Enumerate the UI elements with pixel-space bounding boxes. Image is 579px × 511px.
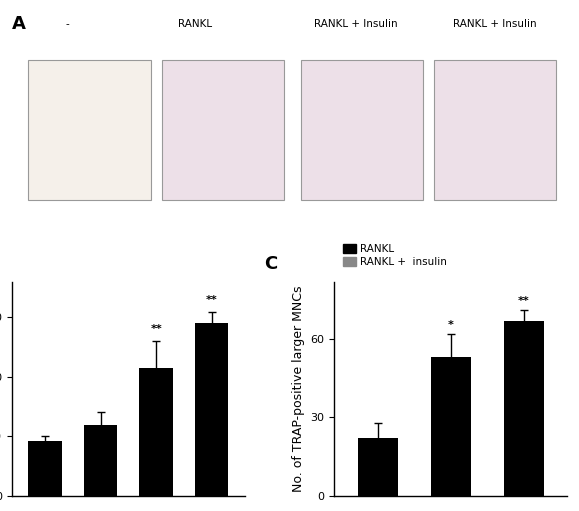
Text: **: ** xyxy=(518,296,530,307)
Bar xyxy=(431,357,471,496)
Text: RANKL: RANKL xyxy=(178,19,212,29)
FancyBboxPatch shape xyxy=(162,60,284,200)
FancyBboxPatch shape xyxy=(434,60,556,200)
FancyBboxPatch shape xyxy=(28,60,151,200)
Text: **: ** xyxy=(206,295,218,306)
Bar xyxy=(358,438,398,496)
Bar xyxy=(28,441,61,496)
Bar xyxy=(504,321,544,496)
Bar xyxy=(84,426,117,496)
Text: RANKL + Insulin: RANKL + Insulin xyxy=(453,19,537,29)
Bar xyxy=(140,368,173,496)
FancyBboxPatch shape xyxy=(301,60,423,200)
Text: **: ** xyxy=(151,324,162,334)
Legend: RANKL, RANKL +  insulin: RANKL, RANKL + insulin xyxy=(339,240,451,271)
Text: -: - xyxy=(65,19,69,29)
Text: A: A xyxy=(12,15,25,33)
Text: RANKL + Insulin: RANKL + Insulin xyxy=(314,19,398,29)
Y-axis label: No. of TRAP-positive larger MNCs: No. of TRAP-positive larger MNCs xyxy=(292,285,305,492)
Bar xyxy=(195,323,229,496)
Text: C: C xyxy=(264,255,277,273)
Text: *: * xyxy=(448,320,453,330)
